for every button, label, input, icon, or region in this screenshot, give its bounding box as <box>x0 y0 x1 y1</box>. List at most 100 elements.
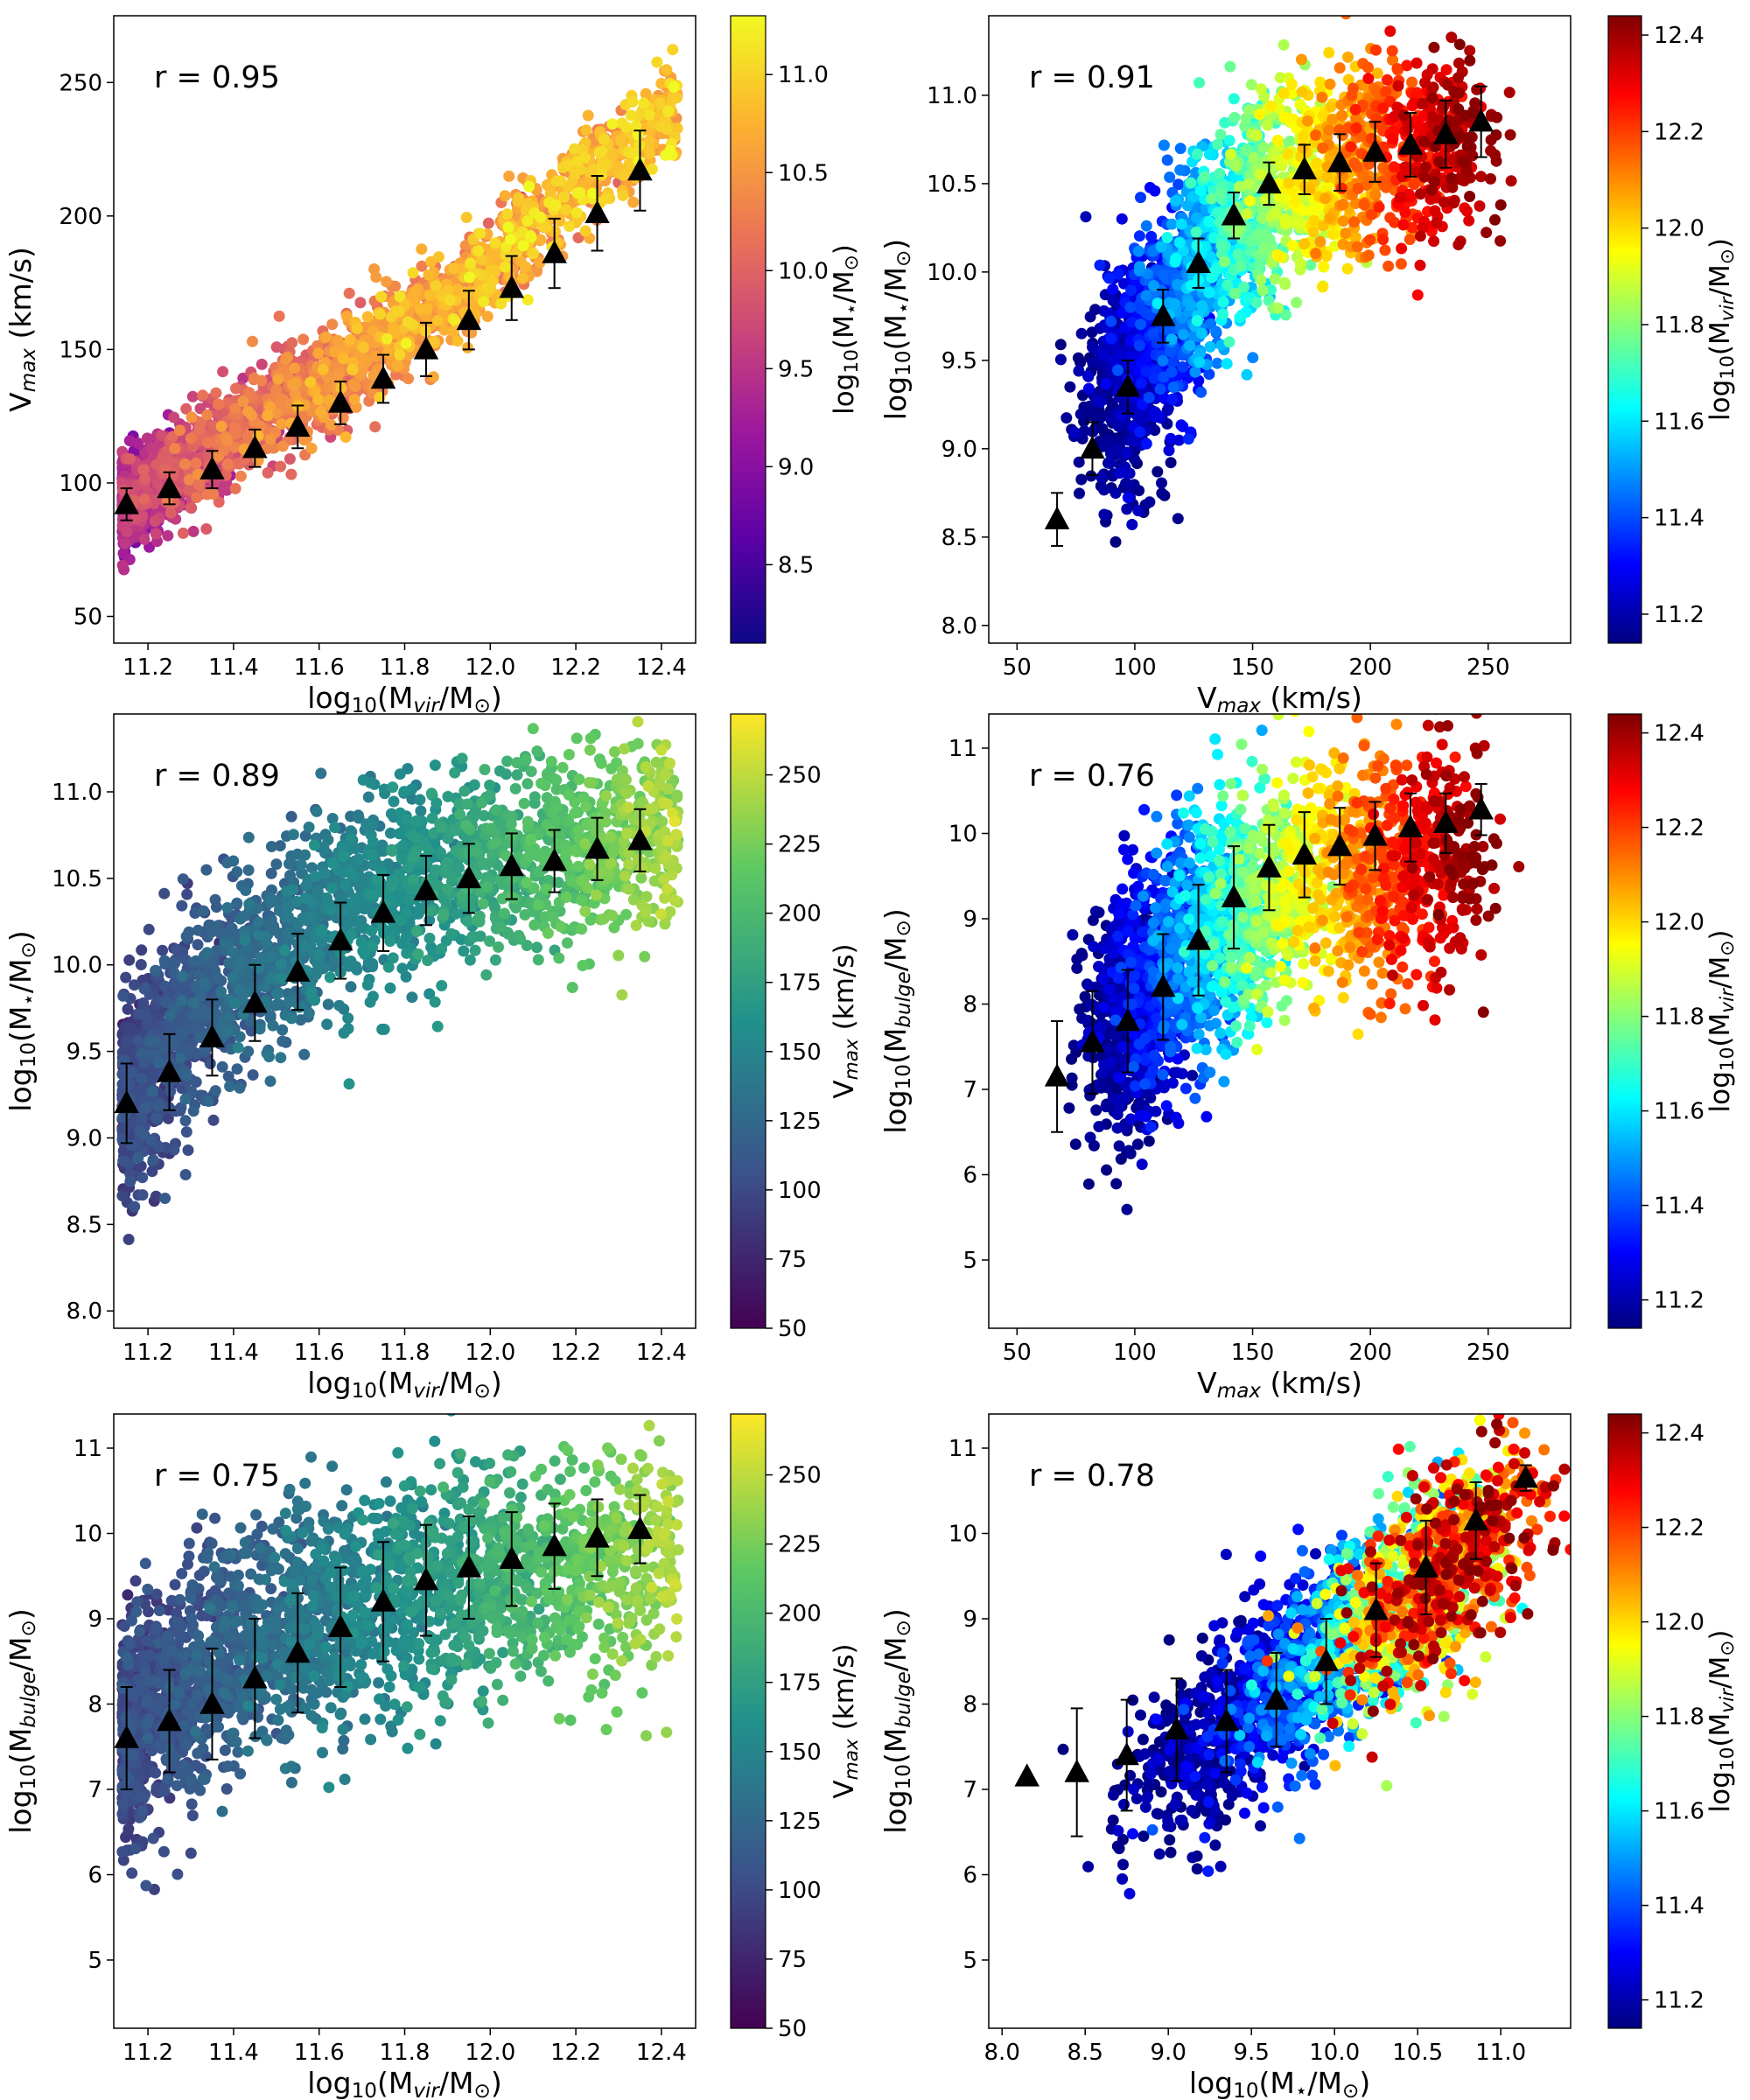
scatter-point <box>264 433 276 445</box>
scatter-point <box>270 341 283 354</box>
scatter-point <box>268 442 280 454</box>
scatter-point <box>1128 435 1140 447</box>
scatter-point <box>332 334 344 346</box>
scatter-point <box>661 64 673 76</box>
scatter-point <box>468 298 480 311</box>
scatter-point <box>1271 134 1284 146</box>
scatter-point <box>1097 349 1110 361</box>
scatter-point <box>264 401 276 413</box>
scatter-point <box>1244 195 1256 207</box>
scatter-point <box>186 390 199 402</box>
scatter-point <box>1166 356 1179 368</box>
scatter-point <box>1157 354 1169 367</box>
scatter-point <box>1289 196 1301 208</box>
scatter-point <box>1145 230 1158 242</box>
scatter-point <box>427 371 439 383</box>
scatter-point <box>138 473 150 485</box>
colorbar-gradient <box>730 15 766 644</box>
scatter-point <box>1253 259 1265 271</box>
scatter-point <box>1431 217 1443 229</box>
scatter-point <box>1217 296 1229 308</box>
scatter-point <box>1221 358 1233 370</box>
scatter-point <box>1377 102 1389 115</box>
scatter-point <box>320 331 332 343</box>
scatter-point <box>1280 309 1292 321</box>
scatter-point <box>1399 206 1411 219</box>
scatter-point <box>1177 360 1188 373</box>
scatter-point <box>1228 111 1241 123</box>
scatter-point <box>1345 141 1357 153</box>
scatter-point <box>1157 269 1169 281</box>
scatter-point <box>402 373 415 385</box>
scatter-point <box>1307 226 1320 238</box>
scatter-point <box>1234 180 1246 192</box>
scatter-point <box>201 409 214 421</box>
scatter-point <box>315 406 327 418</box>
scatter-point <box>1461 205 1473 217</box>
scatter-point <box>1109 353 1121 365</box>
scatter-point <box>627 196 640 208</box>
scatter-point <box>410 285 422 297</box>
scatter-point <box>1269 273 1281 285</box>
scatter-point <box>1377 234 1390 246</box>
scatter-point <box>213 496 225 508</box>
scatter-point <box>1082 382 1095 395</box>
scatter-point <box>1087 406 1099 418</box>
scatter-point <box>1414 259 1426 271</box>
scatter-point <box>572 232 584 244</box>
scatter-point <box>617 189 629 201</box>
scatter-point <box>220 484 233 496</box>
scatter-point <box>1250 297 1263 309</box>
scatter-point <box>606 118 619 130</box>
scatter-point <box>270 383 283 396</box>
scatter-point <box>1373 201 1385 214</box>
scatter-point <box>119 537 131 550</box>
median-triangle <box>114 491 139 514</box>
scatter-point <box>1342 51 1354 63</box>
scatter-point <box>1223 135 1236 147</box>
scatter-point <box>1121 446 1133 458</box>
scatter-point <box>1379 244 1391 256</box>
scatter-point <box>525 231 537 243</box>
scatter-point <box>1203 215 1215 228</box>
scatter-point <box>185 432 197 444</box>
scatter-point <box>463 271 475 284</box>
scatter-point <box>1321 172 1334 183</box>
scatter-point <box>499 190 511 202</box>
scatter-point <box>1054 354 1067 366</box>
scatter-point <box>286 337 298 349</box>
y-tick-label: 150 <box>59 337 102 363</box>
scatter-point <box>394 290 406 303</box>
scatter-point <box>500 261 512 273</box>
scatter-point <box>1278 38 1290 51</box>
scatter-point <box>1426 63 1438 75</box>
median-triangle <box>584 200 610 224</box>
scatter-point <box>1175 419 1187 431</box>
scatter-point <box>1404 234 1416 246</box>
scatter-point <box>570 206 583 219</box>
scatter-point <box>1337 199 1349 211</box>
scatter-point <box>1132 505 1144 517</box>
scatter-point <box>1126 316 1138 328</box>
scatter-point <box>1175 218 1187 230</box>
scatter-point <box>1440 64 1452 76</box>
scatter-point <box>519 261 531 273</box>
scatter-point <box>655 78 668 89</box>
scatter-point <box>1324 212 1336 224</box>
scatter-point <box>151 478 164 490</box>
scatter-point <box>1340 228 1352 240</box>
scatter-point <box>1166 218 1178 230</box>
scatter-point <box>237 396 249 408</box>
scatter-points <box>116 44 683 576</box>
scatter-point <box>1203 286 1215 298</box>
scatter-point <box>1285 88 1298 100</box>
scatter-point <box>1074 356 1087 368</box>
x-tick-label: 11.2 <box>122 654 173 681</box>
scatter-point <box>1195 386 1208 398</box>
scatter-point <box>169 443 181 455</box>
scatter-point <box>1173 236 1186 248</box>
scatter-point <box>273 310 285 322</box>
scatter-point <box>580 124 592 136</box>
scatter-point <box>207 488 220 500</box>
